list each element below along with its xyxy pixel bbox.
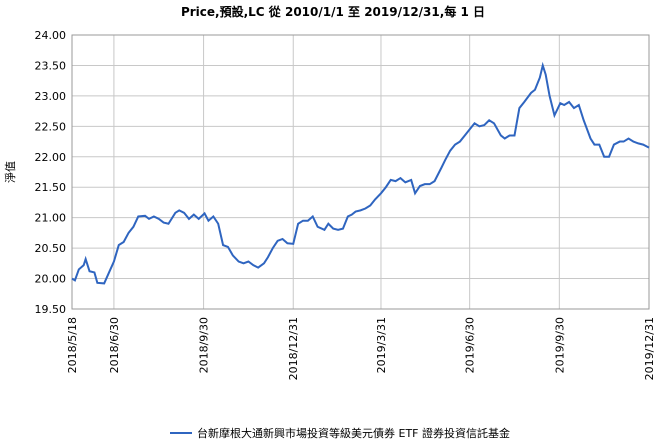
x-tick-label: 2019/6/30 (464, 317, 477, 373)
x-tick-label: 2019/9/30 (553, 317, 566, 373)
x-tick-label: 2018/12/31 (287, 317, 300, 380)
y-tick-label: 23.50 (35, 59, 67, 72)
data-line (71, 61, 650, 285)
y-tick-label: 19.50 (35, 303, 67, 316)
x-tick-label: 2019/3/31 (375, 317, 388, 373)
x-tick-label: 2018/9/30 (198, 317, 211, 373)
x-tick-label: 2018/6/30 (108, 317, 121, 373)
x-tick-label: 2018/5/18 (66, 317, 79, 373)
plot-frame (71, 34, 650, 310)
y-axis-label: 淨值 (4, 161, 17, 183)
y-tick-label: 22.50 (35, 120, 67, 133)
y-tick-label: 20.50 (35, 242, 67, 255)
y-tick-label: 22.00 (35, 151, 67, 164)
y-tick-label: 24.00 (35, 29, 67, 42)
y-tick-label: 23.00 (35, 90, 67, 103)
chart-title: Price,預設,LC 從 2010/1/1 至 2019/12/31,每 1 … (181, 4, 485, 19)
legend-label: 台新摩根大通新興市場投資等級美元債券 ETF 證券投資信託基金 (197, 426, 510, 440)
y-tick-label: 20.00 (35, 273, 67, 286)
y-tick-label: 21.50 (35, 181, 67, 194)
y-tick-label: 21.00 (35, 212, 67, 225)
x-tick-label: 2019/12/31 (643, 317, 656, 380)
